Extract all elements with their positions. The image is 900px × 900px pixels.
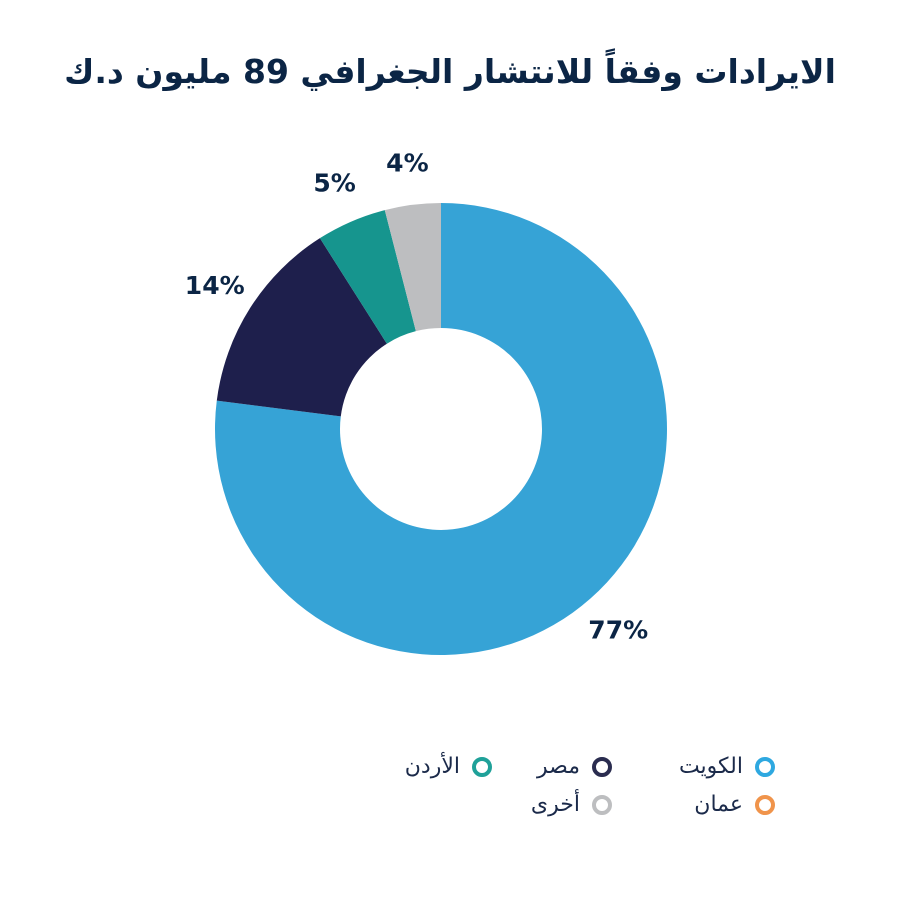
legend-label: مصر: [536, 754, 580, 779]
slice-percent-label: 14%: [185, 271, 245, 300]
slice-percent-label: 4%: [386, 149, 428, 178]
slice-percent-label: 77%: [588, 616, 648, 645]
legend-item-egypt: مصر: [537, 754, 612, 779]
legend-item-other: أخرى: [531, 792, 612, 817]
legend-label: الأردن: [404, 754, 460, 779]
legend-label: الكويت: [678, 754, 743, 779]
legend-item-kuwait: الكويت: [679, 754, 775, 779]
donut-slice: [384, 203, 441, 332]
legend-marker-icon: [755, 794, 775, 815]
legend-label: أخرى: [530, 792, 580, 817]
legend-marker-icon: [755, 756, 775, 777]
donut-slice: [215, 203, 668, 655]
chart-title: الايرادات وفقاً للانتشار الجغرافي 89 ملي…: [64, 52, 836, 91]
legend-marker-icon: [592, 756, 612, 777]
slice-percent-label: 5%: [313, 169, 355, 198]
donut-slice: [216, 238, 387, 417]
donut-slice: [319, 210, 416, 344]
legend-marker-icon: [472, 756, 492, 777]
legend-item-jordan: الأردن: [405, 754, 492, 779]
legend-marker-icon: [592, 794, 612, 815]
legend-item-oman: عمان: [694, 792, 775, 817]
legend-label: عمان: [694, 792, 743, 817]
